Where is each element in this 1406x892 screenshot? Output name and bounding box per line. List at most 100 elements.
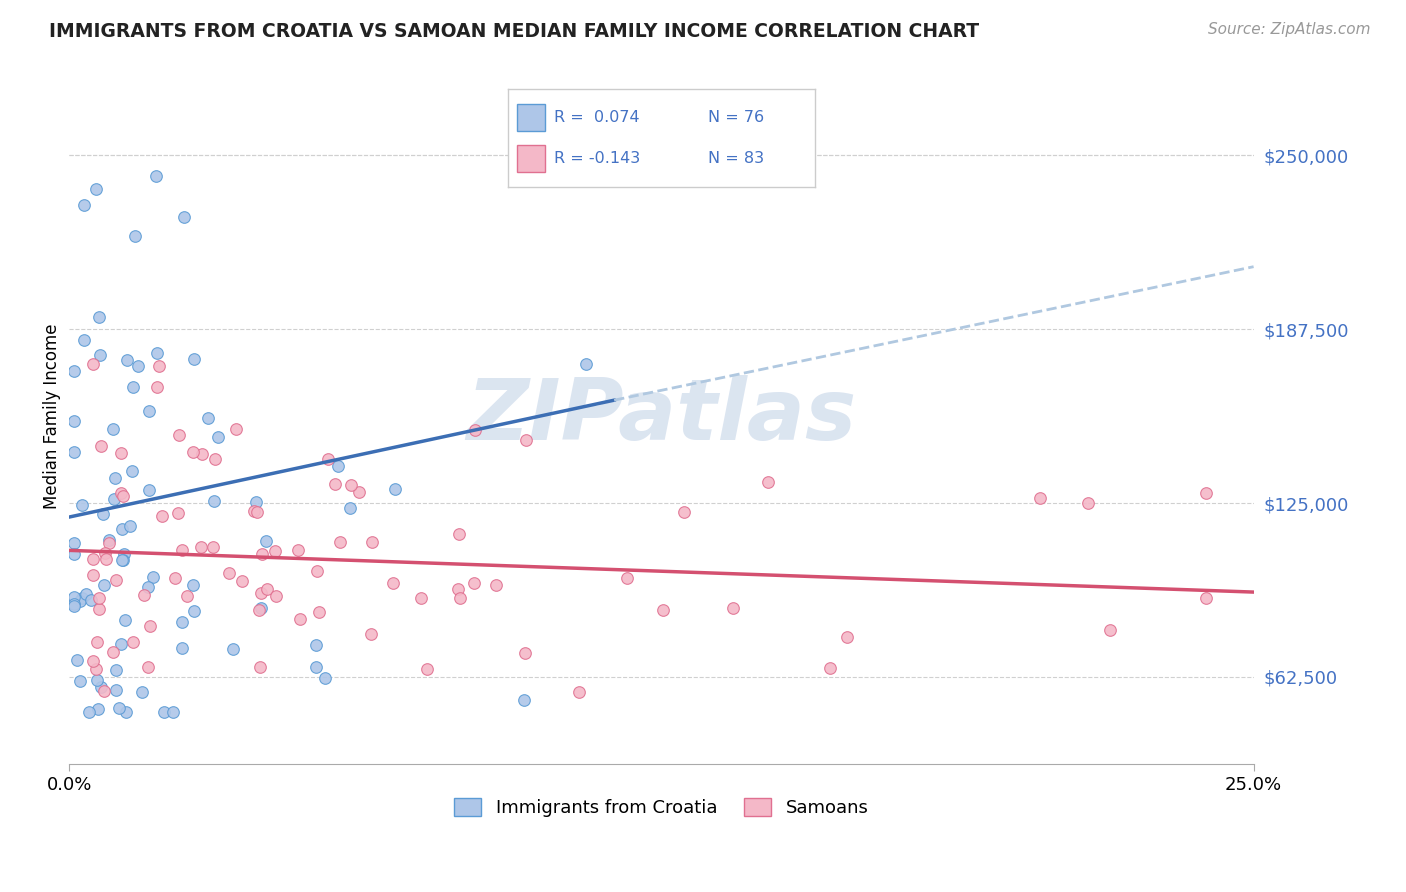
Point	[101, 422, 124, 436]
Point	[183, 352, 205, 367]
Point	[105, 574, 128, 588]
Point	[114, 613, 136, 627]
Point	[835, 630, 858, 644]
Point	[225, 422, 247, 436]
Point	[485, 578, 508, 592]
Point	[98, 536, 121, 550]
Point	[105, 664, 128, 678]
Point	[616, 571, 638, 585]
Point	[110, 637, 132, 651]
Point	[138, 619, 160, 633]
Point	[447, 582, 470, 596]
Point	[384, 483, 406, 497]
Point	[207, 430, 229, 444]
Point	[449, 591, 471, 605]
Point	[93, 684, 115, 698]
Point	[73, 198, 96, 212]
Point	[318, 451, 340, 466]
Point	[326, 458, 349, 473]
Point	[308, 605, 330, 619]
Text: Source: ZipAtlas.com: Source: ZipAtlas.com	[1208, 22, 1371, 37]
Point	[513, 647, 536, 661]
Point	[112, 489, 135, 503]
Point	[69, 594, 91, 608]
Point	[63, 548, 86, 562]
Point	[256, 582, 278, 596]
Point	[243, 504, 266, 518]
Point	[110, 446, 132, 460]
Point	[264, 589, 287, 603]
Point	[121, 635, 143, 649]
Point	[305, 638, 328, 652]
Point	[117, 353, 139, 368]
Point	[131, 685, 153, 699]
Point	[412, 765, 434, 780]
Point	[169, 427, 191, 442]
Point	[121, 464, 143, 478]
Point	[153, 705, 176, 719]
Point	[1099, 623, 1122, 637]
Point	[142, 570, 165, 584]
Point	[146, 346, 169, 360]
Point	[464, 423, 486, 437]
Point	[512, 693, 534, 707]
Text: ZIPatlas: ZIPatlas	[467, 375, 856, 458]
Point	[63, 599, 86, 613]
Point	[82, 357, 104, 371]
Point	[818, 661, 841, 675]
Point	[202, 493, 225, 508]
Point	[98, 533, 121, 548]
Point	[136, 660, 159, 674]
Point	[127, 359, 149, 374]
Point	[197, 411, 219, 425]
Point	[111, 522, 134, 536]
Point	[176, 589, 198, 603]
Point	[416, 662, 439, 676]
Point	[218, 566, 240, 580]
Point	[447, 527, 470, 541]
Point	[167, 507, 190, 521]
Point	[112, 547, 135, 561]
Point	[250, 547, 273, 561]
Point	[70, 591, 93, 605]
Point	[382, 575, 405, 590]
Point	[79, 705, 101, 719]
Point	[1195, 485, 1218, 500]
Point	[246, 504, 269, 518]
Point	[86, 634, 108, 648]
Point	[181, 444, 204, 458]
Point	[63, 414, 86, 428]
Point	[723, 601, 745, 615]
Point	[89, 348, 111, 362]
Point	[287, 543, 309, 558]
Point	[82, 552, 104, 566]
Point	[80, 592, 103, 607]
Point	[115, 705, 138, 719]
Point	[347, 484, 370, 499]
Point	[124, 229, 146, 244]
Point	[111, 553, 134, 567]
Point	[1195, 591, 1218, 606]
Point	[108, 700, 131, 714]
Point	[264, 544, 287, 558]
Point	[103, 492, 125, 507]
Point	[138, 483, 160, 497]
Point	[145, 169, 167, 183]
Point	[170, 615, 193, 630]
Y-axis label: Median Family Income: Median Family Income	[44, 324, 60, 509]
Point	[756, 475, 779, 490]
Point	[575, 357, 598, 371]
Point	[63, 590, 86, 604]
Point	[70, 498, 93, 512]
Point	[73, 333, 96, 347]
Point	[172, 543, 194, 558]
Point	[75, 586, 97, 600]
Point	[111, 552, 134, 566]
Point	[165, 571, 187, 585]
Point	[204, 451, 226, 466]
Point	[63, 597, 86, 611]
Point	[66, 653, 89, 667]
Point	[93, 578, 115, 592]
Point	[136, 581, 159, 595]
Point	[340, 478, 363, 492]
